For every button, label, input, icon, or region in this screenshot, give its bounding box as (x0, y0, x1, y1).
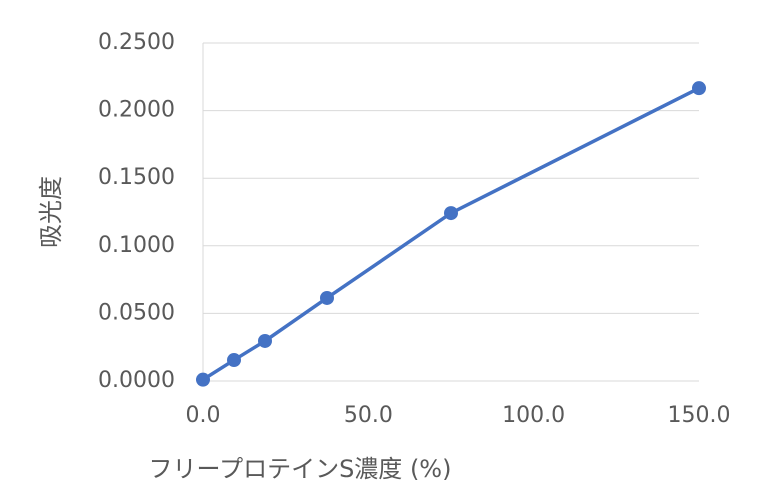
y-tick-label: 0.2000 (98, 98, 175, 123)
x-axis-label: フリープロテインS濃度 (%) (149, 455, 452, 483)
data-point (692, 81, 706, 96)
data-point (227, 353, 241, 368)
y-tick-label: 0.2500 (98, 30, 175, 55)
x-tick-label: 50.0 (344, 403, 393, 428)
y-tick-label: 0.0500 (98, 300, 175, 325)
y-tick-label: 0.1500 (98, 165, 175, 190)
y-tick-label: 0.1000 (98, 233, 175, 258)
x-tick-label: 0.0 (186, 403, 221, 428)
x-tick-label: 100.0 (502, 403, 565, 428)
series-line (202, 86, 700, 382)
data-point (444, 206, 458, 221)
data-point (258, 333, 272, 348)
data-point (196, 372, 210, 387)
data-point (320, 290, 334, 305)
y-tick-label: 0.0000 (98, 368, 175, 393)
x-tick-label: 150.0 (668, 403, 731, 428)
y-axis-label: 吸光度 (37, 176, 65, 248)
